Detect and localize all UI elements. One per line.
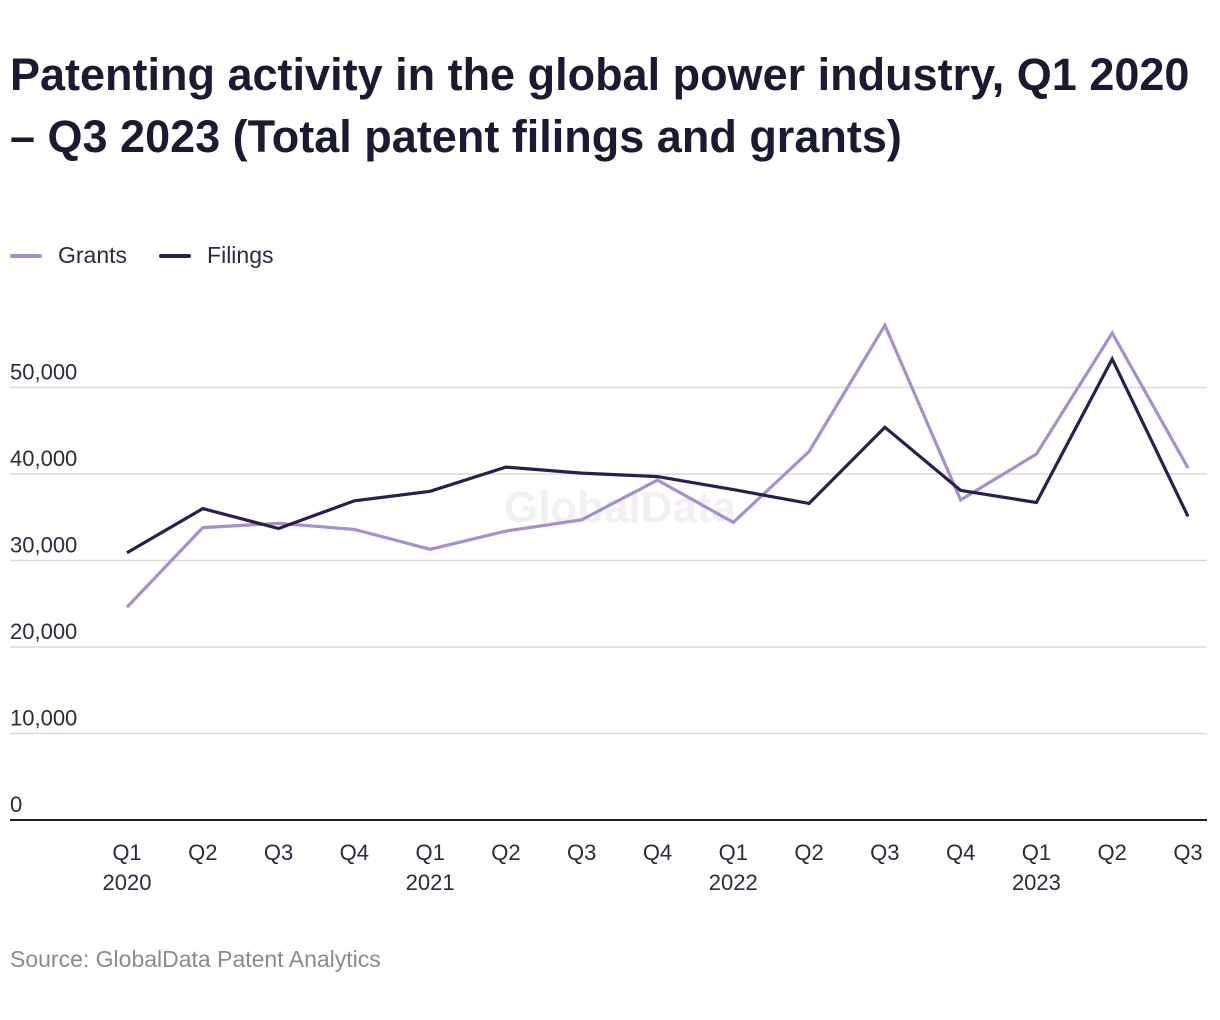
x-tick-year-2022: 2022 (709, 870, 758, 895)
legend-swatch-filings (159, 253, 192, 258)
x-tick-label-13: Q2 (1098, 840, 1127, 865)
legend-label-grants: Grants (58, 242, 128, 268)
y-tick-label-40000: 40,000 (10, 446, 77, 471)
y-tick-label-10000: 10,000 (10, 706, 77, 731)
y-tick-label-20000: 20,000 (10, 619, 77, 644)
x-tick-label-9: Q2 (794, 840, 823, 865)
x-tick-label-14: Q3 (1173, 840, 1202, 865)
x-tick-label-6: Q3 (567, 840, 596, 865)
x-tick-label-0: Q1 (112, 840, 141, 865)
legend-swatch-grants (10, 253, 42, 258)
x-tick-label-8: Q1 (719, 840, 748, 865)
y-tick-label-0: 0 (10, 792, 22, 817)
x-tick-label-5: Q2 (491, 840, 520, 865)
watermark: GlobalData (504, 483, 737, 532)
x-tick-label-2: Q3 (264, 840, 293, 865)
chart-title: Patenting activity in the global power i… (10, 49, 1190, 162)
legend-item-filings: Filings (159, 242, 274, 269)
legend-item-grants: Grants (10, 242, 127, 269)
series-line-filings (126, 355, 1190, 555)
legend-label-filings: Filings (207, 242, 274, 268)
x-tick-label-1: Q2 (188, 840, 217, 865)
x-tick-label-7: Q4 (643, 840, 672, 865)
x-tick-year-2021: 2021 (406, 870, 455, 895)
x-tick-label-10: Q3 (870, 840, 899, 865)
x-tick-year-2023: 2023 (1012, 870, 1061, 895)
x-tick-label-4: Q1 (415, 840, 444, 865)
x-axis-tick-labels: Q1 2020 Q2 Q3 Q4 Q1 2021 Q2 Q3 Q4 Q1 2022 Q2 Q3 Q4 Q1 20… (103, 840, 1203, 895)
gridlines (10, 386, 1207, 735)
y-tick-label-30000: 30,000 (10, 533, 77, 558)
series-lines (125, 321, 1190, 609)
x-tick-year-2020: 2020 (103, 870, 152, 895)
x-tick-label-12: Q1 (1022, 840, 1051, 865)
source-note: Source: GlobalData Patent Analytics (10, 946, 381, 972)
legend: Grants Filings (10, 242, 306, 269)
y-tick-label-50000: 50,000 (10, 360, 77, 385)
x-tick-label-3: Q4 (340, 840, 369, 865)
y-axis-tick-labels: 0 10,000 20,000 30,000 40,000 50,000 (10, 360, 77, 818)
series-line-grants (125, 321, 1190, 609)
x-tick-label-11: Q4 (946, 840, 975, 865)
